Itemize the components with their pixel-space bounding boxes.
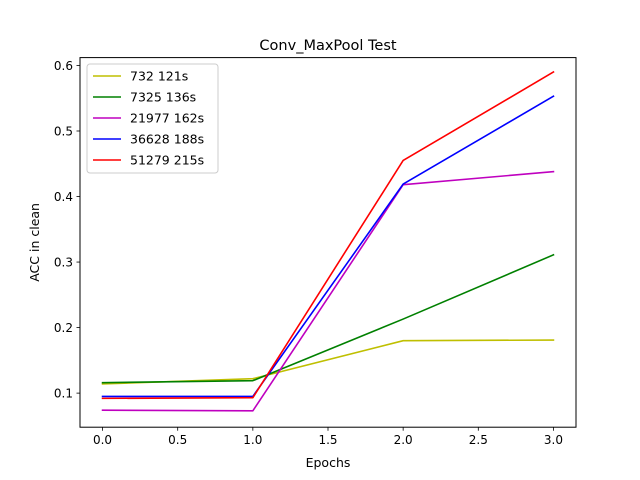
- y-tick-label: 0.2: [54, 321, 73, 335]
- legend-box: [86, 63, 219, 174]
- legend-label: 36628 188s: [130, 132, 204, 147]
- legend-label: 21977 162s: [130, 111, 204, 126]
- x-tick-label: 2.5: [469, 433, 488, 447]
- legend-label: 732 121s: [130, 69, 188, 84]
- plot-frame: [79, 57, 577, 428]
- series-line-2: [101, 170, 555, 412]
- legend-label: 51279 215s: [130, 153, 204, 168]
- x-tick-label: 0.0: [93, 433, 112, 447]
- y-tick-label: 0.3: [54, 255, 73, 269]
- x-axis-label: Epochs: [306, 455, 351, 470]
- y-tick-label: 0.4: [54, 190, 73, 204]
- y-tick-label: 0.1: [54, 386, 73, 400]
- y-tick-label: 0.6: [54, 59, 73, 73]
- x-axis-ticks: 0.0 0.5 1.0 1.5 2.0 2.5 3.0: [93, 427, 563, 447]
- y-axis-label: ACC in clean: [27, 203, 42, 282]
- series-lines: [101, 70, 555, 412]
- series-line-4: [101, 70, 555, 400]
- series-line-1: [101, 253, 555, 384]
- y-tick-label: 0.5: [54, 124, 73, 138]
- series-line-3: [101, 95, 555, 398]
- x-tick-label: 2.0: [394, 433, 413, 447]
- chart-title: Conv_MaxPool Test: [259, 38, 396, 54]
- legend-label: 7325 136s: [130, 90, 196, 105]
- x-tick-label: 0.5: [168, 433, 187, 447]
- x-tick-label: 3.0: [544, 433, 563, 447]
- x-tick-label: 1.5: [318, 433, 337, 447]
- y-axis-ticks: 0.1 0.2 0.3 0.4 0.5 0.6: [54, 59, 80, 400]
- x-tick-label: 1.0: [243, 433, 262, 447]
- legend: 732 121s 7325 136s 21977 162s 36628 188s 512…: [86, 63, 219, 174]
